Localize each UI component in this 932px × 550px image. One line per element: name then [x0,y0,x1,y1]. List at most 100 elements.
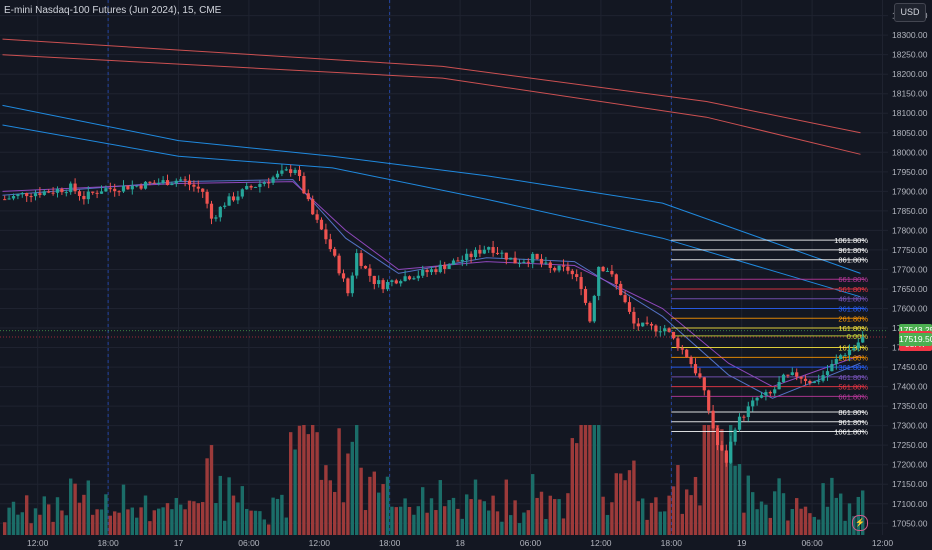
volume-bar [834,497,838,535]
volume-bar [403,498,407,535]
volume-bar [429,498,434,535]
volume-bar [641,498,645,535]
time-axis: 12:00 18:00 17 06:00 12:00 18:00 18 06:00 12:00 1… [27,538,893,548]
fib-level-label: 461.80% [838,373,868,382]
candle-body [297,169,302,177]
fib-level-label: 361.80% [838,363,868,372]
candle-body [654,325,658,332]
candle-body [676,338,680,349]
ma-line [2,179,861,399]
price-tick-label: 18200.00 [892,69,928,79]
candle-body [368,268,372,276]
candle-body [183,179,187,181]
time-tick-label: 17 [174,538,184,548]
candle-body [557,265,561,271]
symbol-title[interactable]: E-mini Nasdaq-100 Futures (Jun 2024), 15… [4,5,222,16]
candle-body [306,193,310,200]
candle-body [465,253,469,260]
volume-bar [702,425,706,535]
candle-body [69,183,73,193]
volume-bar [201,502,205,535]
volume-bar [645,519,649,535]
candle-body [500,252,504,254]
candle-body [839,355,843,360]
candle-body [685,349,689,358]
volume-bar [707,425,711,535]
volume-bar [407,506,412,535]
candle-body [526,261,530,263]
volume-bar [139,507,143,535]
candle-body [843,355,847,357]
session-separators [107,0,672,535]
volume-bar [605,514,610,535]
volume-bar [781,493,786,535]
volume-bar [135,517,139,535]
currency-button[interactable]: USD [894,3,926,22]
volume-bar [148,521,152,535]
candle-body [632,311,636,324]
candle-body [469,253,473,258]
candle-body [781,374,786,382]
candle-body [443,264,447,269]
candle-body [482,249,486,254]
volume-bar [231,495,236,535]
volume-bar [104,494,108,535]
time-tick-label: 06:00 [520,538,542,548]
ma-line [2,124,861,298]
candle-body [425,270,429,273]
fib-level-label: 661.80% [838,392,868,401]
volume-bar [821,483,825,535]
volume-bar [240,486,244,535]
volume-bar [73,483,77,535]
lightning-icon[interactable]: ⚡ [852,515,868,531]
volume-bar [368,476,372,535]
volume-bar [47,504,51,535]
volume-bar [636,501,640,535]
candle-body [495,252,500,254]
volume-bar [773,491,777,535]
candle-body [460,259,464,262]
volume-bar [566,493,570,535]
candle-body [544,262,548,264]
candle-body [592,295,596,322]
price-tick-label: 17100.00 [892,499,928,509]
fib-level-label: 861.80% [838,256,868,265]
volume-bar [575,443,579,535]
candle-body [399,281,403,284]
fib-level-label: 561.80% [838,285,868,294]
volume-bar [399,506,403,535]
candle-body [205,191,209,204]
volume-bar [689,495,693,535]
candle-body [711,410,715,429]
candle-body [803,378,808,382]
volume-bar [319,479,324,535]
candle-body [113,188,117,192]
volume-bar [337,428,341,535]
candle-body [148,181,152,183]
candle-body [861,337,865,343]
volume-bar [698,505,702,535]
price-tick-label: 17750.00 [892,245,928,255]
volume-bar [513,500,517,535]
fib-level-label: 0.00% [847,332,869,341]
candle-body [601,266,605,272]
candle-body [799,376,803,379]
candle-body [407,276,412,280]
candle-body [641,322,645,327]
candle-body [707,390,711,411]
candle-body [126,185,130,190]
price-tick-label: 17200.00 [892,460,928,470]
candle-body [192,184,196,187]
candle-body [847,350,852,356]
candle-body [575,274,579,277]
candle-body [157,182,161,184]
grid [0,0,888,535]
current-price-lines [0,330,888,338]
volume-bar [315,432,319,535]
fib-level-label: 561.80% [838,383,868,392]
candle-body [355,253,359,276]
volume-bar [676,465,680,535]
volume-bar [385,476,390,535]
candle-body [381,280,385,290]
